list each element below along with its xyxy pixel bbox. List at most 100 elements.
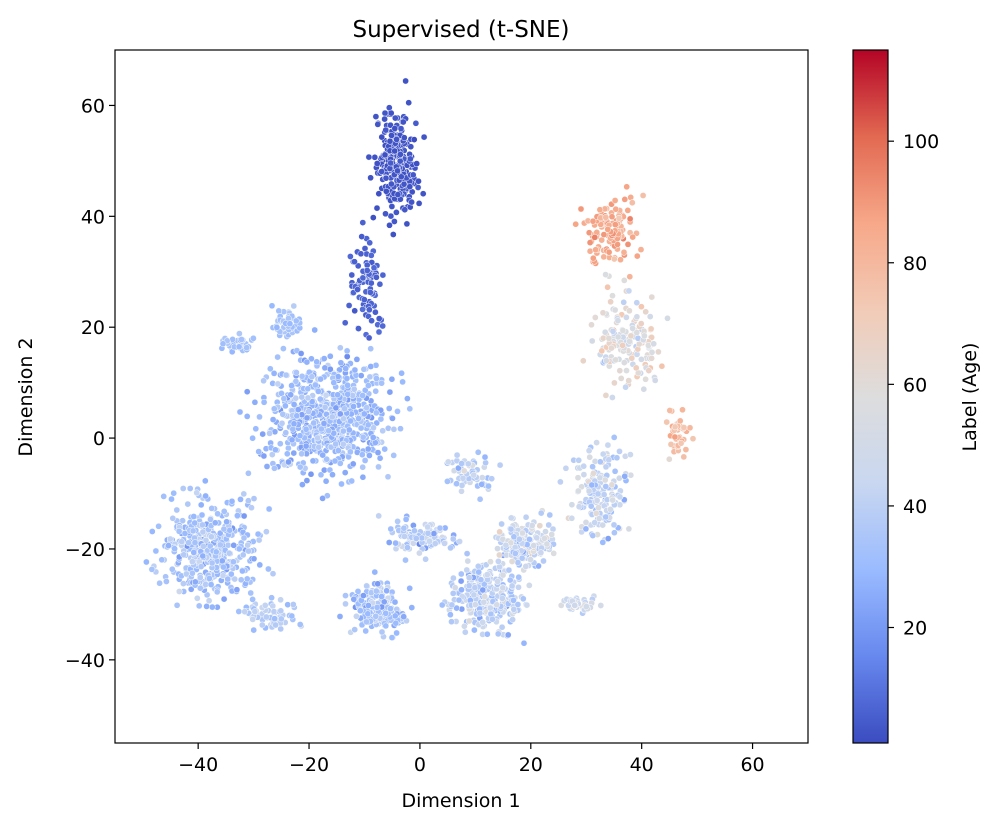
scatter-point <box>609 327 617 335</box>
x-tick-label: 60 <box>740 754 764 776</box>
scatter-point <box>626 338 634 345</box>
scatter-point <box>224 575 232 583</box>
scatter-point <box>537 549 545 557</box>
scatter-point <box>518 554 526 562</box>
scatter-point <box>393 629 400 637</box>
scatter-point <box>511 550 519 557</box>
scatter-point <box>453 451 461 459</box>
scatter-point <box>507 514 515 522</box>
scatter-point <box>318 425 325 433</box>
scatter-point <box>623 314 630 321</box>
scatter-point <box>601 328 609 336</box>
scatter-point <box>302 442 310 450</box>
scatter-point <box>680 424 688 431</box>
scatter-point <box>280 395 288 402</box>
scatter-point <box>465 582 473 590</box>
scatter-point <box>487 558 494 566</box>
scatter-point <box>294 406 302 413</box>
scatter-point <box>326 365 334 373</box>
scatter-point <box>572 220 580 228</box>
scatter-point <box>158 556 166 564</box>
scatter-point <box>611 197 619 204</box>
scatter-point <box>536 522 544 530</box>
scatter-point <box>168 565 176 573</box>
scatter-point <box>363 404 371 411</box>
scatter-point <box>598 347 606 355</box>
scatter-point <box>444 478 451 485</box>
scatter-point <box>482 459 489 467</box>
scatter-point <box>343 353 351 360</box>
scatter-point <box>173 506 181 514</box>
scatter-point <box>465 617 473 625</box>
scatter-point <box>586 247 594 255</box>
scatter-point <box>591 519 599 526</box>
scatter-point <box>383 587 390 595</box>
scatter-point <box>185 539 192 547</box>
scatter-point <box>189 569 196 577</box>
scatter-point <box>458 460 465 467</box>
scatter-point <box>387 525 395 533</box>
scatter-point <box>629 233 637 241</box>
scatter-point <box>397 151 404 158</box>
scatter-point <box>608 213 616 221</box>
scatter-point <box>248 504 255 512</box>
scatter-point <box>619 342 626 349</box>
scatter-point <box>168 495 175 503</box>
x-tick-label: −20 <box>289 754 329 776</box>
scatter-point <box>577 205 585 213</box>
scatter-point <box>359 219 367 226</box>
scatter-point <box>489 615 496 623</box>
scatter-point <box>585 487 593 495</box>
scatter-point <box>342 600 349 608</box>
scatter-point <box>619 327 627 334</box>
scatter-point <box>364 421 372 429</box>
scatter-point <box>321 404 329 411</box>
scatter-point <box>613 454 621 462</box>
scatter-point <box>371 568 379 576</box>
scatter-point <box>546 511 554 519</box>
scatter-point <box>241 608 249 616</box>
scatter-point <box>404 544 411 551</box>
scatter-point <box>592 246 599 254</box>
scatter-point <box>461 628 469 636</box>
scatter-point <box>458 487 465 495</box>
scatter-point <box>385 539 393 546</box>
scatter-point <box>277 607 285 615</box>
scatter-point <box>165 542 172 549</box>
scatter-point <box>481 593 489 600</box>
scatter-point <box>208 533 215 541</box>
scatter-point <box>365 334 373 342</box>
scatter-point <box>216 541 224 549</box>
scatter-point <box>367 279 375 287</box>
scatter-point <box>525 582 533 589</box>
scatter-point <box>582 519 590 526</box>
y-tick-label: 40 <box>81 206 105 228</box>
scatter-point <box>415 200 423 207</box>
scatter-point <box>373 273 380 281</box>
scatter-point <box>374 449 382 456</box>
scatter-point <box>372 612 380 620</box>
scatter-point <box>269 570 277 578</box>
scatter-point <box>543 540 551 548</box>
scatter-point <box>592 510 600 517</box>
scatter-point <box>303 414 311 422</box>
scatter-point <box>353 356 361 363</box>
scatter-point <box>588 481 596 489</box>
scatter-point <box>494 578 502 585</box>
scatter-point <box>155 522 162 530</box>
scatter-point <box>189 527 197 535</box>
scatter-point <box>371 153 379 161</box>
scatter-point <box>205 575 213 582</box>
scatter-point <box>459 474 467 482</box>
scatter-point <box>285 444 292 452</box>
y-axis-label: Dimension 2 <box>15 337 37 456</box>
x-tick-label: 20 <box>519 754 543 776</box>
scatter-point <box>488 475 496 483</box>
scatter-point <box>256 561 264 569</box>
scatter-point <box>478 481 486 488</box>
scatter-point <box>384 424 392 432</box>
scatter-point <box>220 595 228 603</box>
scatter-point <box>611 306 619 314</box>
x-axis: −40 −20 0 20 40 60 <box>178 743 765 776</box>
scatter-point <box>587 502 595 510</box>
